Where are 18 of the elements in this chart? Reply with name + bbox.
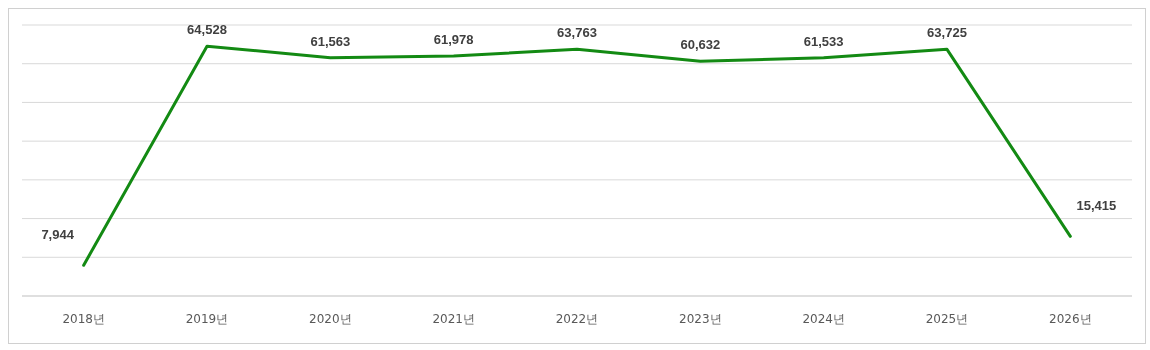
x-tick-label: 2021년	[432, 312, 475, 326]
data-label: 15,415	[1076, 198, 1117, 214]
data-label: 63,725	[927, 25, 967, 41]
x-tick-label: 2018년	[62, 312, 105, 326]
data-label: 61,563	[310, 33, 351, 49]
x-tick-label: 2023년	[679, 312, 722, 326]
x-tick-label: 2026년	[1049, 312, 1092, 326]
data-label: 61,978	[433, 32, 474, 48]
data-label: 60,632	[680, 37, 721, 53]
data-label: 7,944	[41, 227, 75, 243]
data-label: 64,528	[187, 22, 227, 38]
data-label: 61,533	[803, 33, 844, 49]
x-tick-label: 2025년	[925, 312, 969, 326]
data-label: 63,763	[557, 25, 597, 41]
x-tick-label: 2024년	[802, 312, 845, 326]
x-tick-label: 2019년	[185, 312, 229, 326]
x-tick-label: 2022년	[555, 312, 599, 326]
x-tick-label: 2020년	[309, 312, 352, 326]
